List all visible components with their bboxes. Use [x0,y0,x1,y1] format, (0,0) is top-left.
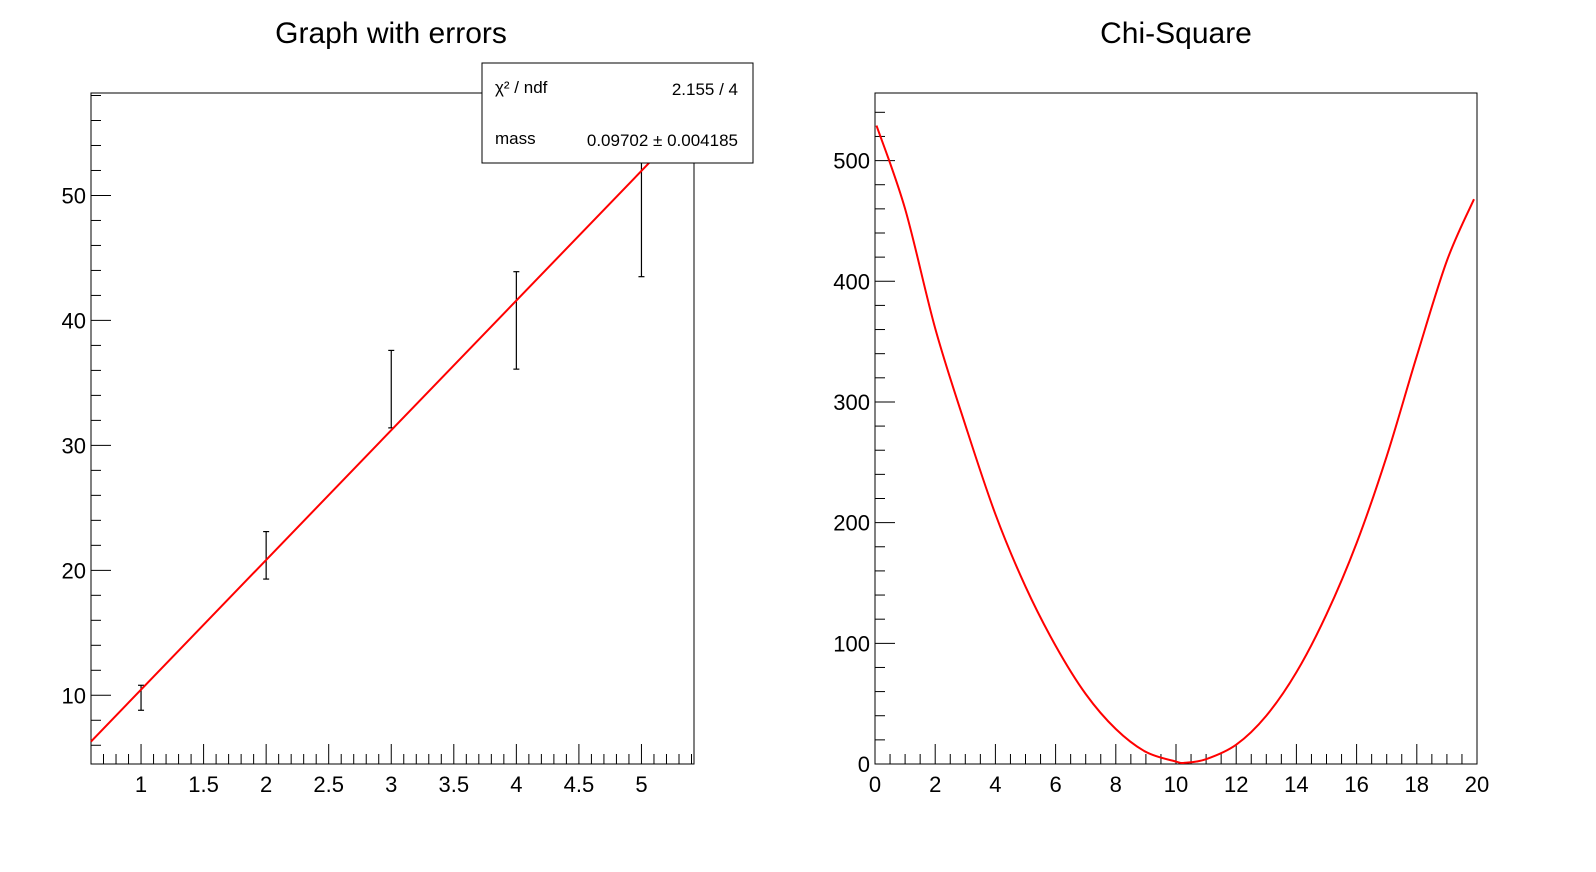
y-tick-label: 10 [62,683,86,708]
y-tick-label: 400 [833,269,870,294]
axis-ticks [90,94,692,764]
fit-line [90,159,653,743]
x-tick-label: 2.5 [313,772,344,797]
stats-box: χ² / ndf 2.155 / 4 mass 0.09702 ± 0.0041… [481,62,754,164]
x-tick-label: 1.5 [188,772,219,797]
data-point [263,530,270,580]
stats-mass-value: 0.09702 ± 0.004185 [587,131,738,150]
axis-ticks [874,111,1478,765]
x-tick-label: 3.5 [439,772,470,797]
plot-frame [90,92,695,765]
error-bars [138,101,645,711]
x-tick-label: 8 [1110,772,1122,797]
chi-square-curve [875,125,1475,765]
chart-title: Graph with errors [275,17,507,50]
x-tick-label: 10 [1164,772,1188,797]
stats-box-frame [481,62,754,164]
y-tick-label: 40 [62,308,86,333]
x-tick-label: 2 [929,772,941,797]
stats-chi2-label: χ² / ndf [495,78,548,97]
x-tick-label: 4 [989,772,1001,797]
x-tick-label: 4.5 [564,772,595,797]
y-tick-label: 0 [858,752,870,777]
x-tick-label: 2 [260,772,272,797]
tick-labels: 1 1.5 2 2.5 3 3.5 4 4.5 5 10 20 30 40 50 [62,183,648,797]
x-tick-label: 20 [1465,772,1489,797]
fit-line-segment [90,159,653,743]
stats-mass-label: mass [495,129,536,148]
y-tick-label: 100 [833,631,870,656]
x-tick-label: 14 [1284,772,1308,797]
x-tick-label: 5 [635,772,647,797]
data-point [513,271,520,370]
x-tick-label: 3 [385,772,397,797]
y-tick-label: 20 [62,558,86,583]
stats-chi2-value: 2.155 / 4 [672,80,738,99]
data-point [388,349,395,429]
x-tick-label: 4 [510,772,522,797]
y-tick-label: 500 [833,149,870,174]
plot-frame [874,92,1478,765]
x-tick-label: 18 [1405,772,1429,797]
y-tick-label: 30 [62,433,86,458]
chart-title: Chi-Square [1100,17,1252,50]
x-tick-label: 6 [1049,772,1061,797]
y-tick-label: 50 [62,183,86,208]
x-tick-label: 0 [869,772,881,797]
x-tick-label: 16 [1344,772,1368,797]
x-tick-label: 1 [135,772,147,797]
chi-square-series-line [875,125,1475,765]
y-tick-label: 300 [833,390,870,415]
graph-with-errors-panel: Graph with errors 1 1.5 2 2.5 3 3.5 4 4.5 5 10 20 3… [62,17,754,797]
y-tick-label: 200 [833,511,870,536]
chi-square-panel: Chi-Square 0 2 4 6 8 10 12 14 16 18 20010020030040… [833,17,1489,797]
x-tick-label: 12 [1224,772,1248,797]
